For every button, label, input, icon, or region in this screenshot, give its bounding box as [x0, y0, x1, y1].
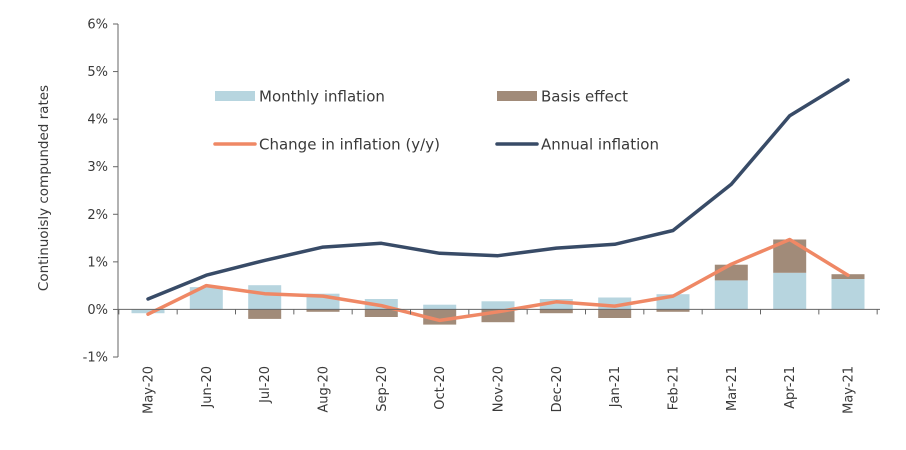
bar-monthly-inflation — [423, 304, 457, 310]
y-axis-title: Continuoisly compunded rates — [36, 85, 52, 291]
line-change-in-inflation — [146, 237, 850, 323]
bar-basis-effect — [306, 309, 340, 312]
x-tick-label: Sep-20 — [375, 366, 390, 412]
x-tick-label: May-21 — [842, 366, 857, 414]
bar-monthly-inflation — [131, 309, 165, 314]
x-tick-label: Oct-20 — [433, 366, 448, 410]
bar-monthly-inflation — [539, 299, 573, 310]
line-annual-inflation — [146, 78, 850, 301]
y-tick-label: 1% — [87, 255, 108, 270]
legend-swatch — [215, 91, 255, 101]
bar-monthly-inflation — [481, 301, 515, 310]
bar-basis-effect — [714, 264, 748, 281]
bar-monthly-inflation — [189, 287, 223, 310]
bar-basis-effect — [248, 309, 282, 319]
y-tick-label: 4% — [87, 113, 108, 128]
x-tick-label: Jun-20 — [200, 366, 215, 409]
x-tick-label: Feb-21 — [667, 366, 682, 410]
y-tick-label: 5% — [87, 65, 108, 80]
x-tick-label: Jan-21 — [608, 366, 623, 408]
y-tick-label: 0% — [87, 303, 108, 318]
y-tick-label: 6% — [87, 18, 108, 33]
bar-basis-effect — [598, 309, 632, 318]
bar-basis-effect — [656, 309, 690, 312]
bar-monthly-inflation — [248, 285, 282, 310]
legend-label: Annual inflation — [541, 136, 659, 154]
x-tick-label: Apr-21 — [783, 366, 798, 409]
legend: Monthly inflation Basis effect Change in i… — [213, 88, 659, 154]
bar-basis-effect — [364, 309, 398, 317]
y-tick-label: 3% — [87, 160, 108, 175]
x-tick-label: Jul-20 — [258, 366, 273, 404]
bar-monthly-inflation — [773, 272, 807, 310]
lines-layer — [146, 78, 850, 323]
legend-label: Change in inflation (y/y) — [259, 136, 440, 154]
x-tick-label: Mar-21 — [725, 366, 740, 411]
legend-label: Monthly inflation — [259, 88, 385, 106]
bar-monthly-inflation — [598, 297, 632, 310]
x-tick-label: May-20 — [142, 366, 157, 414]
legend-label: Basis effect — [541, 88, 628, 106]
x-tick-label: Aug-20 — [317, 366, 332, 413]
x-tick-label: Nov-20 — [492, 366, 507, 412]
legend-swatch — [497, 91, 537, 101]
bar-monthly-inflation — [831, 279, 865, 310]
bar-monthly-inflation — [714, 280, 748, 310]
x-tick-label: Dec-20 — [550, 366, 565, 412]
bar-basis-effect — [539, 309, 573, 314]
axes-layer: -1% 0% 1% 2% 3% 4% 5% 6% May-20 Jun-20 Jul-20 Aug-2… — [83, 18, 880, 414]
y-tick-label: 2% — [87, 208, 108, 223]
y-tick-label: -1% — [83, 351, 108, 366]
